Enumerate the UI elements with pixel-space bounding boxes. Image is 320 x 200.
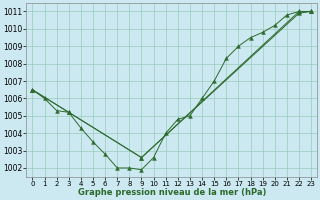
X-axis label: Graphe pression niveau de la mer (hPa): Graphe pression niveau de la mer (hPa) bbox=[77, 188, 266, 197]
